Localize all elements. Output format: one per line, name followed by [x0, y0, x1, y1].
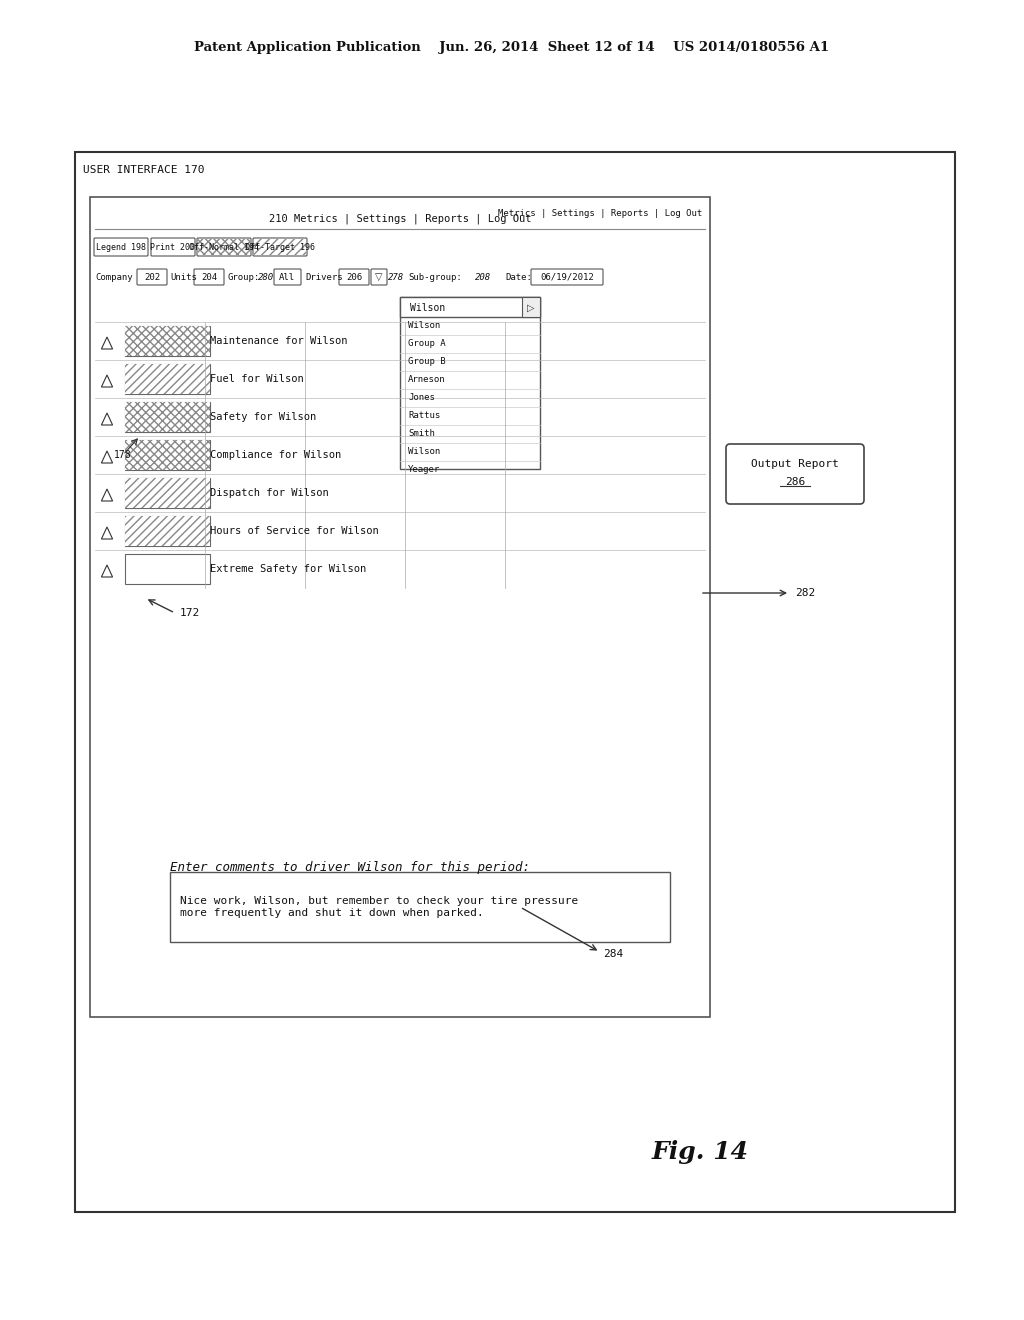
Text: 204: 204	[201, 272, 217, 281]
Text: Jones: Jones	[408, 393, 435, 403]
Text: Safety for Wilson: Safety for Wilson	[210, 412, 316, 422]
Text: Metrics | Settings | Reports | Log Out: Metrics | Settings | Reports | Log Out	[498, 210, 702, 219]
Text: Print 200: Print 200	[151, 243, 196, 252]
Bar	[170, 873, 670, 942]
Text: Off-Target 196: Off-Target 196	[245, 243, 315, 252]
Text: Sub-group:: Sub-group:	[408, 272, 462, 281]
Text: 178: 178	[115, 450, 132, 459]
Bar	[125, 478, 210, 508]
Text: Hours of Service for Wilson: Hours of Service for Wilson	[210, 525, 379, 536]
Polygon shape	[101, 451, 113, 463]
Bar	[125, 440, 210, 470]
FancyBboxPatch shape	[151, 238, 195, 256]
Text: 278: 278	[388, 272, 404, 281]
Text: Date:: Date:	[505, 272, 531, 281]
Bar	[125, 440, 210, 470]
Text: Group B: Group B	[408, 358, 445, 367]
Text: Nice work, Wilson, but remember to check your tire pressure
more frequently and : Nice work, Wilson, but remember to check…	[180, 896, 579, 917]
Text: Group:: Group:	[227, 272, 259, 281]
Polygon shape	[101, 565, 113, 577]
Bar	[125, 403, 210, 432]
Text: 202: 202	[144, 272, 160, 281]
Text: Output Report: Output Report	[752, 459, 839, 469]
Polygon shape	[101, 413, 113, 425]
Text: All: All	[279, 272, 295, 281]
Text: Compliance for Wilson: Compliance for Wilson	[210, 450, 341, 459]
Text: Arneson: Arneson	[408, 375, 445, 384]
Text: Legend 198: Legend 198	[96, 243, 146, 252]
Bar	[125, 364, 210, 393]
Text: Company: Company	[95, 272, 133, 281]
Text: Drivers: Drivers	[305, 272, 343, 281]
Text: Group A: Group A	[408, 339, 445, 348]
FancyBboxPatch shape	[253, 238, 307, 256]
Text: Extreme Safety for Wilson: Extreme Safety for Wilson	[210, 564, 367, 574]
Text: Rattus: Rattus	[408, 412, 440, 421]
Polygon shape	[101, 375, 113, 387]
Bar	[125, 478, 210, 508]
Bar	[75, 152, 955, 1212]
Text: Off-Normal 194: Off-Normal 194	[189, 243, 259, 252]
Bar	[522, 297, 540, 317]
Text: 286: 286	[784, 477, 805, 487]
Text: 208: 208	[475, 272, 492, 281]
Text: Enter comments to driver Wilson for this period:: Enter comments to driver Wilson for this…	[170, 861, 530, 874]
Text: 284: 284	[603, 949, 624, 960]
Text: Fuel for Wilson: Fuel for Wilson	[210, 374, 304, 384]
FancyBboxPatch shape	[94, 238, 148, 256]
Text: Dispatch for Wilson: Dispatch for Wilson	[210, 488, 329, 498]
Text: ▷: ▷	[527, 304, 535, 313]
Bar	[125, 326, 210, 356]
Text: USER INTERFACE 170: USER INTERFACE 170	[83, 165, 205, 176]
Bar	[400, 297, 540, 317]
Bar	[125, 403, 210, 432]
Bar	[125, 364, 210, 393]
FancyBboxPatch shape	[194, 269, 224, 285]
FancyBboxPatch shape	[274, 269, 301, 285]
Polygon shape	[101, 488, 113, 502]
Text: Smith: Smith	[408, 429, 435, 438]
Text: 210 Metrics | Settings | Reports | Log Out: 210 Metrics | Settings | Reports | Log O…	[268, 214, 531, 224]
Bar	[254, 239, 306, 255]
Bar	[125, 554, 210, 583]
Bar	[125, 326, 210, 356]
Bar	[90, 197, 710, 1016]
Bar	[125, 516, 210, 546]
Text: Wilson: Wilson	[408, 322, 440, 330]
FancyBboxPatch shape	[531, 269, 603, 285]
Text: ▽: ▽	[375, 272, 383, 282]
Text: Units: Units	[170, 272, 197, 281]
Text: Patent Application Publication    Jun. 26, 2014  Sheet 12 of 14    US 2014/01805: Patent Application Publication Jun. 26, …	[195, 41, 829, 54]
FancyBboxPatch shape	[726, 444, 864, 504]
Text: Fig. 14: Fig. 14	[651, 1140, 749, 1164]
Text: Maintenance for Wilson: Maintenance for Wilson	[210, 337, 347, 346]
Text: Wilson: Wilson	[408, 447, 440, 457]
Text: 06/19/2012: 06/19/2012	[540, 272, 594, 281]
Text: 282: 282	[795, 587, 815, 598]
Text: Yeager: Yeager	[408, 466, 440, 474]
FancyBboxPatch shape	[137, 269, 167, 285]
Text: 280: 280	[258, 272, 274, 281]
FancyBboxPatch shape	[371, 269, 387, 285]
Text: 206: 206	[346, 272, 362, 281]
Text: 172: 172	[180, 609, 201, 618]
FancyBboxPatch shape	[339, 269, 369, 285]
Bar	[125, 516, 210, 546]
FancyBboxPatch shape	[197, 238, 251, 256]
Polygon shape	[101, 337, 113, 348]
Polygon shape	[101, 527, 113, 539]
Text: Wilson: Wilson	[410, 304, 445, 313]
Bar	[400, 297, 540, 469]
Bar	[198, 239, 250, 255]
